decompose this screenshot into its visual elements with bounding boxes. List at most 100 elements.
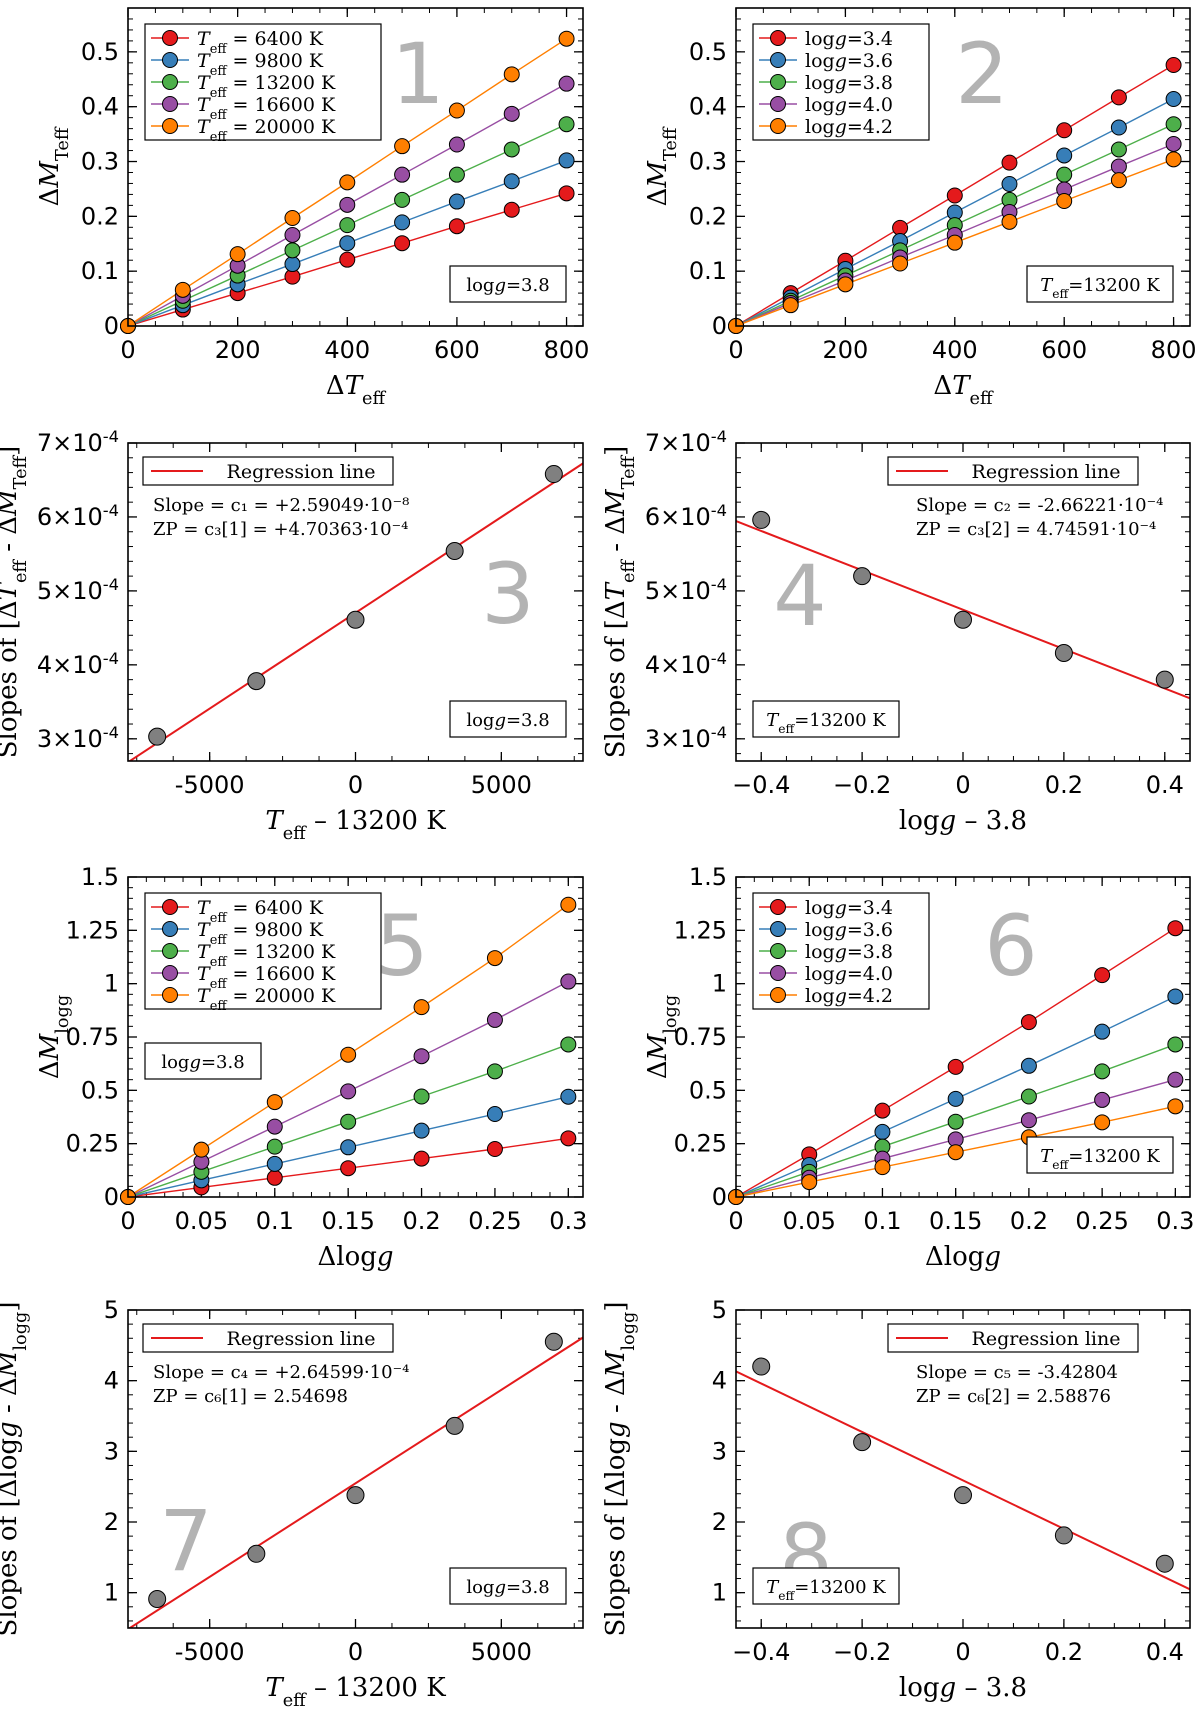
data-point: [340, 1139, 357, 1156]
legend-label: Teff = 6400 K: [197, 28, 324, 57]
y-tick-label: 0.75: [674, 1023, 727, 1051]
data-point: [445, 1416, 464, 1435]
y-tick-label: 0.5: [689, 38, 727, 66]
data-point: [1094, 1063, 1111, 1080]
panel-1: 0 200 400 600 800 0 0.1 0.2 0.3 0.4 0.5 ΔTeff ΔMTeff…: [35, 7, 589, 409]
y-tick-label: 1: [104, 1579, 119, 1607]
data-point: [947, 1090, 964, 1107]
plot-area: [128, 1336, 583, 1628]
data-point: [752, 510, 771, 529]
y-tick-label: 5×10-4: [645, 574, 727, 605]
data-point: [1054, 644, 1073, 663]
y-tick-label: 3×10-4: [37, 722, 119, 753]
condition-note: Teff=13200 K: [1026, 265, 1174, 303]
data-point: [339, 235, 356, 252]
note-label: Teff=13200 K: [766, 710, 886, 736]
plot-frame: [127, 1309, 584, 1629]
zero-point-annotation: ZP = c₃[1] = +4.70363·10⁻⁴: [153, 519, 408, 540]
legend: Regression line: [887, 1323, 1139, 1353]
legend-label: Teff = 9800 K: [197, 50, 324, 79]
data-point: [284, 209, 301, 226]
x-tick-label: 0.2: [1045, 771, 1083, 799]
data-point: [1165, 116, 1182, 133]
data-point: [247, 672, 266, 691]
legend-label: Regression line: [227, 461, 376, 483]
panel-number: 7: [159, 1492, 212, 1590]
y-tick-label: 5×10-4: [37, 574, 119, 605]
y-axis-label: Slopes of [Δlogg - ΔMlogg]: [601, 1302, 639, 1637]
note-label: logg=3.8: [161, 1052, 244, 1073]
legend-marker: [162, 74, 178, 90]
y-axis-label: ΔMTeff: [643, 126, 681, 206]
legend-label: Teff = 9800 K: [197, 919, 324, 948]
x-tick-label: 0.05: [783, 1207, 836, 1235]
y-axis-label: Slopes of [ΔTeff - ΔMTeff]: [0, 446, 31, 759]
data-point: [413, 1122, 430, 1139]
x-tick-label: 0.15: [321, 1207, 374, 1235]
legend-label: logg=4.2: [805, 985, 893, 1007]
data-point: [340, 1160, 357, 1177]
data-point: [1110, 172, 1127, 189]
legend-label: Teff = 13200 K: [197, 941, 336, 970]
y-tick-label: 2: [712, 1508, 727, 1536]
data-point: [174, 281, 191, 298]
legend-marker: [770, 987, 786, 1003]
legend-marker: [162, 118, 178, 134]
data-point: [340, 1113, 357, 1130]
note-box: [1026, 1136, 1174, 1174]
legend-label: logg=3.4: [805, 28, 893, 50]
data-point: [954, 610, 972, 629]
data-point: [1110, 141, 1127, 158]
data-point: [560, 1130, 577, 1147]
data-point: [1001, 154, 1018, 171]
legend-label: logg=3.8: [805, 941, 893, 963]
legend-marker: [162, 96, 178, 112]
x-tick-label: −0.2: [833, 771, 891, 799]
y-axis-label: Slopes of [Δlogg - ΔMlogg]: [0, 1302, 31, 1637]
data-point: [1056, 122, 1073, 139]
y-tick-label: 1.25: [66, 916, 119, 944]
note-label: Teff=13200 K: [1040, 275, 1160, 301]
data-point: [782, 297, 799, 314]
x-tick-label: 600: [434, 336, 480, 364]
panel-4: −0.4 −0.2 0 0.2 0.4 3×10-4 4×10-4 5×10-4 6×10-4 7…: [601, 427, 1191, 836]
y-tick-label: 0.5: [81, 38, 119, 66]
y-tick-label: 1.5: [689, 863, 727, 891]
condition-note: logg=3.8: [144, 1042, 262, 1080]
data-point: [1056, 166, 1073, 183]
x-tick-label: 0: [348, 771, 363, 799]
data-point: [1020, 1014, 1037, 1031]
data-point: [193, 1141, 210, 1158]
y-tick-label: 0.2: [81, 202, 119, 230]
x-tick-label: 600: [1041, 336, 1087, 364]
data-point: [394, 138, 411, 155]
data-point: [339, 174, 356, 191]
x-tick-label: 0.2: [1045, 1638, 1083, 1666]
x-tick-label: 0.3: [1156, 1207, 1194, 1235]
y-tick-label: 1: [712, 1579, 727, 1607]
data-point: [503, 173, 520, 190]
y-tick-label: 0.25: [674, 1130, 727, 1158]
data-point: [874, 1123, 891, 1140]
legend-label: logg=3.6: [805, 50, 893, 72]
x-tick-label: 0.4: [1146, 1638, 1184, 1666]
data-point: [266, 1155, 283, 1172]
x-axis-label: ΔTeff: [933, 371, 994, 409]
legend-marker: [162, 921, 178, 937]
data-point: [1056, 192, 1073, 209]
data-point: [558, 75, 575, 92]
plot-area: [736, 520, 1190, 700]
data-point: [947, 1113, 964, 1130]
y-axis-label: ΔMlogg: [643, 995, 681, 1079]
x-tick-label: 0.4: [1146, 771, 1184, 799]
data-point: [148, 727, 167, 746]
data-point: [947, 1144, 964, 1161]
note-box: [449, 1567, 567, 1605]
y-axis-label: Slopes of [ΔTeff - ΔMTeff]: [601, 446, 639, 759]
data-point: [1110, 119, 1127, 136]
data-point: [1020, 1088, 1037, 1105]
x-tick-label: 0: [955, 1638, 970, 1666]
